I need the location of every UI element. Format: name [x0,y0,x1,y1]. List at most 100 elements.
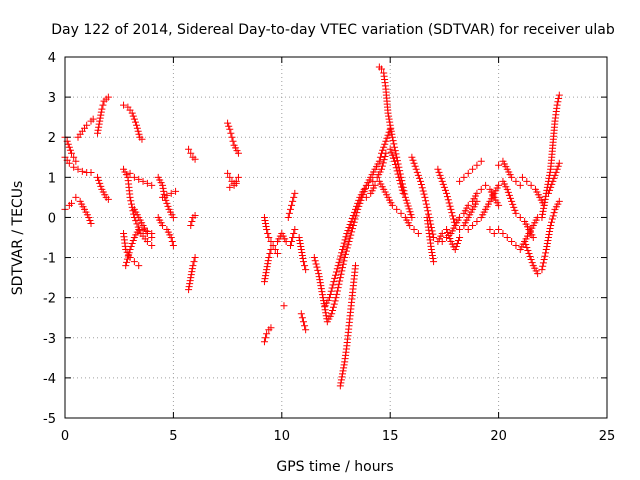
data-point-marker [388,133,396,141]
data-point-marker [516,213,524,221]
series-track-47 [544,159,563,197]
data-point-marker [495,201,503,209]
data-point-marker [395,163,403,171]
y-tick-label: 3 [48,91,56,106]
data-point-marker [167,189,175,197]
plot-frame [64,56,608,419]
series-track-38 [434,165,481,233]
data-point-marker [169,213,177,221]
data-point-marker [430,258,438,266]
data-point-marker [186,280,194,288]
series-track-23 [260,213,281,258]
data-point-marker [518,173,526,181]
data-point-marker [264,257,272,265]
data-point-marker [352,205,360,213]
data-point-marker [83,121,91,129]
data-point-marker [334,284,342,292]
series-track-20 [224,119,242,157]
data-point-marker [317,285,325,293]
data-point-marker [511,206,519,214]
data-point-marker [328,310,336,318]
data-point-marker [365,181,373,189]
data-point-marker [330,300,338,308]
data-point-marker [429,255,437,263]
data-point-marker [362,193,370,201]
data-point-marker [445,199,453,207]
data-point-marker [267,238,275,246]
series-track-8 [120,101,146,143]
data-point-marker [543,240,551,248]
data-point-marker [387,124,395,132]
data-point-marker [130,258,138,266]
data-point-marker [464,169,472,177]
data-point-marker [403,199,411,207]
data-point-marker [379,159,387,167]
data-point-marker [422,200,430,208]
series-track-3 [74,115,97,141]
data-point-marker [260,213,268,221]
data-point-marker [127,243,135,251]
data-point-marker [443,234,451,241]
data-point-marker [64,140,72,148]
data-point-marker [409,156,417,164]
data-point-marker [342,233,350,241]
data-point-marker [310,254,318,262]
data-point-marker [265,254,273,262]
data-points [61,63,563,390]
x-tick-label: 10 [274,429,291,444]
data-point-marker [389,154,397,162]
data-point-marker [378,165,386,173]
data-point-marker [348,225,356,233]
data-point-marker [427,246,435,254]
data-point-marker [380,156,388,164]
data-point-marker [267,246,275,254]
data-point-marker [339,367,347,375]
data-point-marker [387,148,395,156]
data-point-marker [335,280,343,288]
data-point-marker [538,266,546,274]
y-tick-label: -3 [43,332,56,347]
data-point-marker [380,143,388,151]
data-point-marker [473,217,481,225]
data-point-marker [541,252,549,260]
data-point-marker [66,146,74,154]
data-point-marker [315,273,323,281]
data-point-marker [399,183,407,191]
data-point-marker [439,180,447,188]
data-point-marker [301,262,309,270]
data-point-marker [273,250,281,258]
data-point-marker [378,65,386,73]
data-point-marker [325,294,333,302]
data-point-marker [264,260,272,268]
data-point-marker [505,191,513,199]
data-point-marker [387,127,395,135]
data-point-marker [543,243,551,251]
data-point-marker [456,177,464,185]
data-point-marker [391,157,399,165]
data-point-marker [224,169,232,177]
data-point-marker [391,143,399,151]
data-point-marker [187,274,195,282]
data-point-marker [96,114,104,122]
data-point-marker [348,214,356,222]
data-point-marker [507,194,515,202]
data-point-marker [336,382,344,390]
data-point-marker [542,246,550,254]
data-point-marker [127,200,135,208]
data-point-marker [330,278,338,286]
data-point-marker [350,208,358,216]
data-point-marker [464,225,472,233]
series-track-17 [185,145,199,163]
data-point-marker [541,195,549,203]
data-point-marker [420,190,428,198]
series-track-26 [273,225,299,250]
data-point-marker [148,234,156,241]
data-point-marker [191,254,199,262]
data-point-marker [336,277,344,285]
series-track-37 [423,213,438,266]
data-point-marker [288,238,296,246]
data-point-marker [290,229,298,237]
data-point-marker [189,262,197,270]
data-point-marker [122,262,130,270]
data-point-marker [263,330,271,338]
